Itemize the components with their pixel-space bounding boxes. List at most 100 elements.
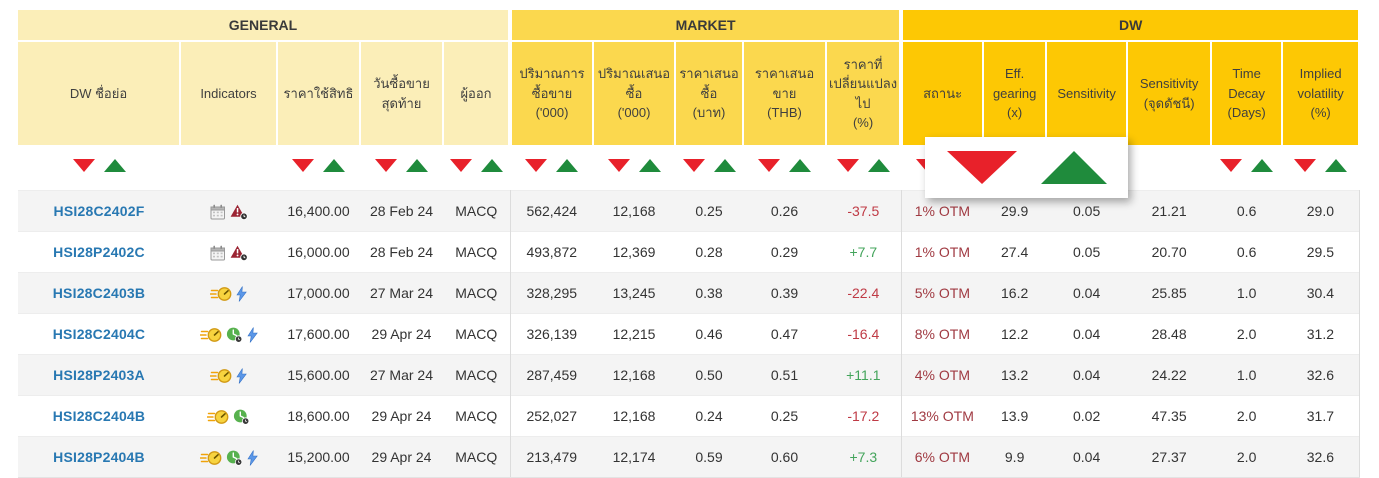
sort-desc-icon[interactable] — [837, 158, 860, 172]
bid-volume-cell: 12,168 — [593, 354, 675, 396]
dw-symbol-link[interactable]: HSI28C2404B — [18, 395, 180, 437]
dw-symbol-link[interactable]: HSI28P2404B — [18, 436, 180, 478]
sort-cell-time-decay — [1211, 145, 1283, 191]
status-cell: 1% OTM — [901, 231, 984, 273]
implied-vol-cell: 31.2 — [1282, 313, 1360, 355]
strike-cell: 18,600.00 — [277, 395, 360, 437]
sensitivity-cell: 0.04 — [1046, 272, 1128, 314]
sort-desc-icon[interactable] — [450, 158, 472, 172]
dw-symbol-link[interactable]: HSI28C2402F — [18, 190, 180, 232]
speed-clock-icon — [199, 327, 222, 343]
sort-cell-issuer — [443, 145, 510, 191]
table-row: HSI28C2404B 18,600.00 29 Apr 24 MACQ 252… — [18, 395, 1360, 437]
eff-gearing-cell: 12.2 — [983, 313, 1047, 355]
dw-comparison-table: GENERAL MARKET DW DW ชื่อย่อ Indicators … — [18, 10, 1361, 478]
indicators-cell — [180, 436, 277, 478]
sort-asc-icon[interactable] — [868, 158, 891, 172]
sort-desc-icon[interactable] — [72, 158, 95, 172]
ask-price-cell: 0.60 — [743, 436, 826, 478]
sort-controls-row — [18, 145, 1360, 191]
sort-asc-icon[interactable] — [1040, 151, 1107, 184]
group-header-row: GENERAL MARKET DW — [18, 10, 1361, 42]
sort-asc-icon[interactable] — [103, 158, 126, 172]
dw-symbol-link[interactable]: HSI28P2403A — [18, 354, 180, 396]
group-header-market: MARKET — [510, 10, 904, 42]
sort-cell-change — [826, 145, 902, 191]
sort-desc-icon[interactable] — [1220, 158, 1243, 172]
col-header-sensitivity-index: Sensitivity (จุดดัชนี) — [1127, 41, 1213, 145]
change-cell: -37.5 — [826, 190, 902, 232]
sort-desc-icon[interactable] — [607, 158, 630, 172]
bid-price-cell: 0.46 — [675, 313, 743, 355]
col-header-status: สถานะ — [901, 41, 985, 145]
sort-asc-icon[interactable] — [1325, 158, 1348, 172]
sensitivity-index-cell: 21.21 — [1127, 190, 1212, 232]
sort-desc-icon[interactable] — [682, 158, 705, 172]
sort-cell-implied-vol — [1282, 145, 1360, 191]
status-cell: 8% OTM — [901, 313, 984, 355]
eff-gearing-cell: 16.2 — [983, 272, 1047, 314]
ask-price-cell: 0.26 — [743, 190, 826, 232]
sensitivity-index-cell: 25.85 — [1127, 272, 1212, 314]
last-trading-cell: 29 Apr 24 — [360, 436, 443, 478]
sort-control — [837, 158, 891, 172]
bid-volume-cell: 13,245 — [593, 272, 675, 314]
implied-vol-cell: 32.6 — [1282, 354, 1360, 396]
sort-desc-icon[interactable] — [292, 158, 314, 172]
implied-vol-cell: 30.4 — [1282, 272, 1360, 314]
dw-symbol-link[interactable]: HSI28C2404C — [18, 313, 180, 355]
sort-desc-icon[interactable] — [946, 151, 1017, 184]
volume-cell: 252,027 — [510, 395, 593, 437]
table-row: HSI28C2404C 17,600.00 29 Apr 24 MACQ 326… — [18, 313, 1360, 355]
last-trading-cell: 28 Feb 24 — [360, 231, 443, 273]
sort-desc-icon[interactable] — [758, 158, 780, 172]
table-row: HSI28P2403A 15,600.00 27 Mar 24 MACQ 287… — [18, 354, 1360, 396]
issuer-cell: MACQ — [443, 436, 511, 478]
sort-desc-icon[interactable] — [375, 158, 397, 172]
sort-asc-icon[interactable] — [481, 158, 503, 172]
sort-desc-icon[interactable] — [1294, 158, 1317, 172]
implied-vol-cell: 32.6 — [1282, 436, 1360, 478]
sort-control — [758, 158, 811, 172]
time-decay-cell: 2.0 — [1211, 313, 1283, 355]
sort-desc-icon[interactable] — [525, 158, 547, 172]
dw-table-wrapper: GENERAL MARKET DW DW ชื่อย่อ Indicators … — [18, 10, 1361, 478]
calendar-icon — [210, 204, 226, 220]
sort-asc-icon[interactable] — [556, 158, 578, 172]
lightning-icon — [246, 449, 258, 466]
sort-cell-sensitivity-index-empty — [1127, 145, 1212, 191]
status-cell: 13% OTM — [901, 395, 984, 437]
volume-cell: 328,295 — [510, 272, 593, 314]
change-cell: +7.3 — [826, 436, 902, 478]
issuer-cell: MACQ — [443, 395, 511, 437]
speed-clock-icon — [199, 450, 222, 466]
sort-asc-icon[interactable] — [789, 158, 811, 172]
status-cell: 6% OTM — [901, 436, 984, 478]
issuer-cell: MACQ — [443, 190, 511, 232]
sort-cell-symbol — [18, 145, 180, 191]
sort-asc-icon[interactable] — [1251, 158, 1274, 172]
indicators-cell — [180, 272, 277, 314]
sort-asc-icon[interactable] — [406, 158, 428, 172]
sort-asc-icon[interactable] — [713, 158, 736, 172]
strike-cell: 15,200.00 — [277, 436, 360, 478]
sensitivity-index-cell: 28.48 — [1127, 313, 1212, 355]
bid-volume-cell: 12,168 — [593, 395, 675, 437]
last-trading-cell: 27 Mar 24 — [360, 272, 443, 314]
sort-cell-ask-price — [743, 145, 826, 191]
sort-control — [525, 158, 578, 172]
col-header-last-trading-date: วันซื้อขาย สุดท้าย — [360, 41, 444, 145]
indicators-cell — [180, 395, 277, 437]
sort-control — [375, 158, 428, 172]
green-clock-icon — [226, 450, 243, 466]
bid-price-cell: 0.28 — [675, 231, 743, 273]
col-header-bid-price: ราคาเสนอ ซื้อ (บาท) — [675, 41, 744, 145]
sort-asc-icon[interactable] — [323, 158, 345, 172]
table-row: HSI28P2402C 16,000.00 28 Feb 24 MACQ 493… — [18, 231, 1360, 273]
dw-symbol-link[interactable]: HSI28C2403B — [18, 272, 180, 314]
dw-symbol-link[interactable]: HSI28P2402C — [18, 231, 180, 273]
sensitivity-index-cell: 27.37 — [1127, 436, 1212, 478]
issuer-cell: MACQ — [443, 231, 511, 273]
sort-asc-icon[interactable] — [638, 158, 661, 172]
col-header-issuer: ผู้ออก — [443, 41, 512, 145]
